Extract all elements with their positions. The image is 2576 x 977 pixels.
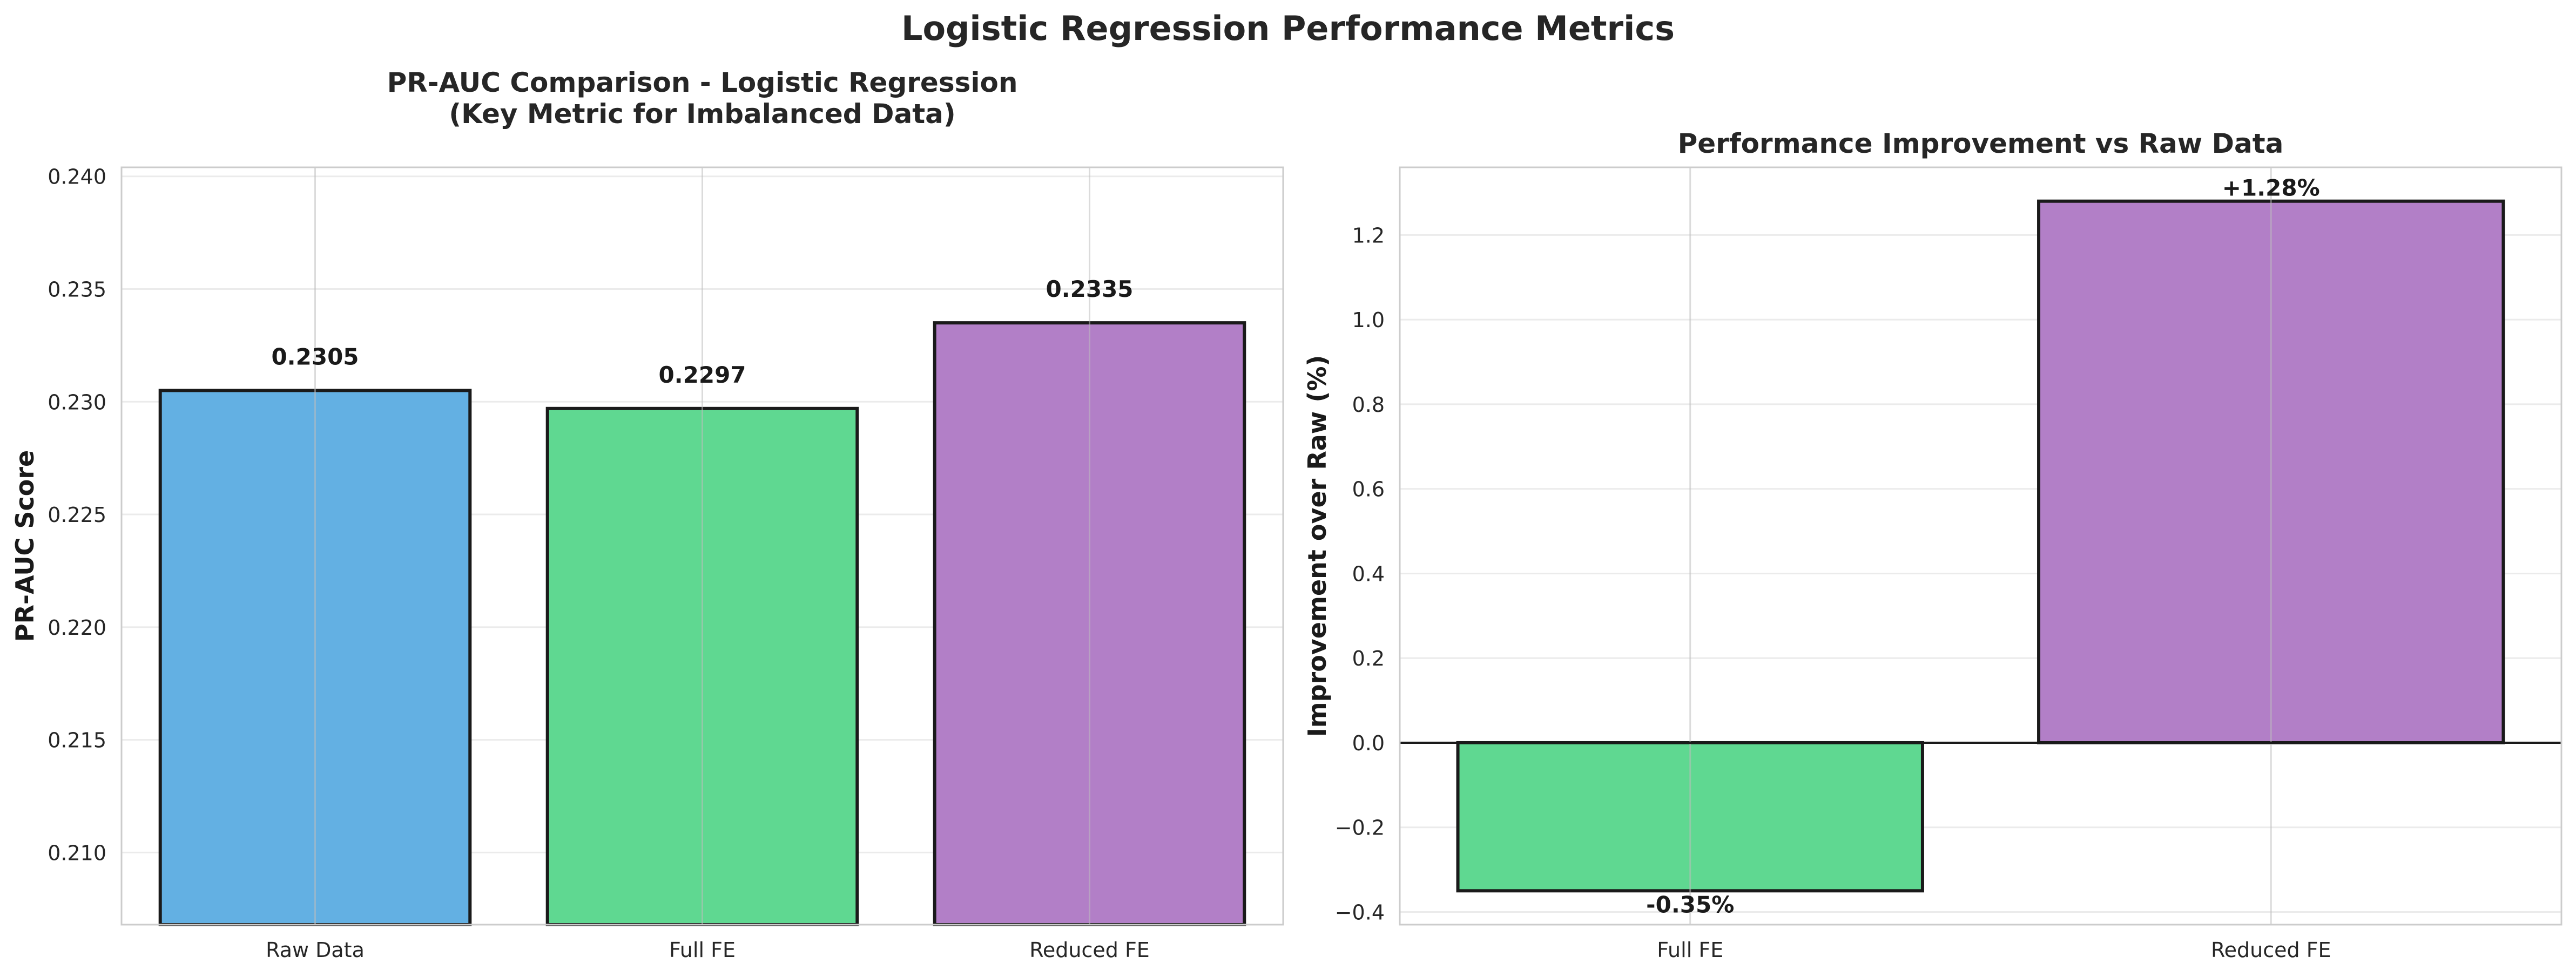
y-tick-label: 1.2 (1352, 223, 1385, 247)
y-tick-label: 0.4 (1352, 562, 1385, 586)
figure-suptitle: Logistic Regression Performance Metrics (901, 9, 1675, 48)
y-tick-label: 0.215 (48, 729, 106, 752)
y-tick-label: 0.220 (48, 616, 106, 640)
data-label: +1.28% (2222, 175, 2320, 201)
chart-title: Performance Improvement vs Raw Data (1678, 128, 2284, 159)
y-tick-label: −0.2 (1335, 816, 1385, 840)
x-tick-label: Reduced FE (2211, 938, 2331, 962)
y-tick-label: 0.210 (48, 841, 106, 865)
y-tick-label: 0.230 (48, 390, 106, 414)
axes-frame (1399, 166, 2562, 926)
x-tick-label: Reduced FE (1029, 938, 1150, 962)
chart-title: PR-AUC Comparison - Logistic Regression(… (387, 67, 1018, 130)
x-tick-label: Full FE (669, 938, 736, 962)
y-axis-label: PR-AUC Score (10, 450, 39, 642)
performance-improvement-chart: -0.35% +1.28% −0.4 −0.2 0.0 0.2 0.4 0.6 0.8 1.0 1.… (1303, 128, 2562, 962)
data-label: -0.35% (1646, 891, 1734, 918)
data-label: 0.2297 (658, 362, 746, 388)
y-tick-label: 1.0 (1352, 308, 1385, 332)
data-label: 0.2335 (1046, 276, 1133, 302)
y-tick-label: 0.2 (1352, 647, 1385, 670)
data-label: 0.2305 (271, 343, 359, 370)
y-axis-label: Improvement over Raw (%) (1303, 355, 1332, 737)
pr-auc-comparison-chart: 0.2305 0.2297 0.2335 0.210 0.215 0.220 0.225 0.… (10, 67, 1284, 962)
x-tick-label: Full FE (1657, 938, 1723, 962)
y-tick-label: 0.235 (48, 277, 106, 301)
y-tick-label: 0.8 (1352, 393, 1385, 417)
y-tick-label: 0.225 (48, 503, 106, 527)
y-tick-label: 0.0 (1352, 731, 1385, 755)
y-tick-label: 0.240 (48, 165, 106, 189)
y-tick-label: 0.6 (1352, 478, 1385, 501)
x-tick-label: Raw Data (266, 938, 365, 962)
axes-frame (120, 166, 1284, 926)
y-tick-label: −0.4 (1335, 900, 1385, 924)
